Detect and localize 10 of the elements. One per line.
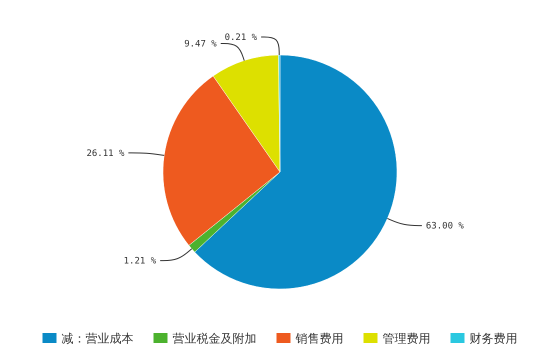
data-label: 63.00 %: [426, 222, 464, 232]
data-label: 0.21 %: [224, 33, 258, 44]
legend-label: 减：营业成本: [62, 332, 134, 346]
data-label: 9.47 %: [184, 39, 218, 50]
legend-label: 管理费用: [382, 332, 430, 346]
legend-label: 财务费用: [470, 332, 518, 346]
legend-label: 营业税金及附加: [172, 332, 256, 346]
legend-label: 销售费用: [294, 332, 344, 346]
data-label: 1.21 %: [124, 256, 157, 267]
data-label: 26.11 %: [86, 148, 125, 159]
